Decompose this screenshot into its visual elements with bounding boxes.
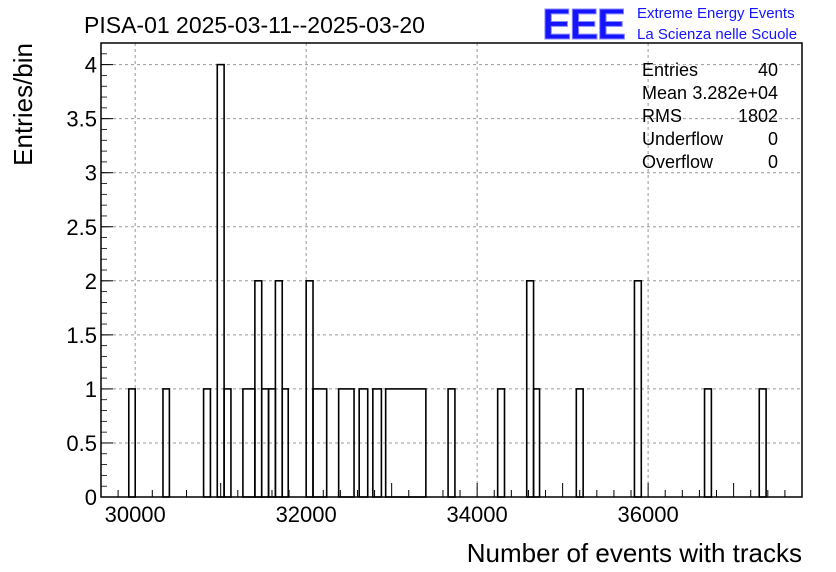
stats-value: 0 [768, 152, 778, 172]
stats-value: 0 [768, 129, 778, 149]
x-tick-label: 34000 [447, 502, 508, 527]
stats-value: 1802 [738, 106, 778, 126]
axes: 0 0.5 1 1.5 2 2.5 3 3.5 4 30000 32000 34000 36000 [66, 42, 803, 527]
y-tick-label: 1.5 [66, 323, 97, 348]
logo-line-1: Extreme Energy Events [637, 5, 795, 22]
stats-label: Underflow [642, 129, 724, 149]
y-tick-label: 2.5 [66, 215, 97, 240]
grid-lines [101, 43, 802, 497]
stats-label: Entries [642, 60, 698, 80]
chart-title: PISA-01 2025-03-11--2025-03-20 [84, 12, 425, 38]
stats-value: 3.282e+04 [692, 83, 778, 103]
y-tick-label: 3 [85, 161, 97, 186]
statistics-box: Entries 40 Mean 3.282e+04 RMS 1802 Underflow 0 O… [642, 60, 778, 172]
stats-label: Overflow [642, 152, 714, 172]
y-tick-label: 0 [85, 485, 97, 510]
y-tick-label: 2 [85, 269, 97, 294]
y-tick-label: 4 [85, 53, 97, 78]
histogram-bin [337, 388, 355, 498]
x-tick-label: 30000 [105, 502, 166, 527]
stats-label: Mean [642, 83, 687, 103]
eee-logo-mark: EEE [542, 0, 625, 49]
histogram-series [127, 63, 767, 498]
logo-line-2: La Scienza nelle Scuole [637, 26, 797, 43]
y-tick-label: 1 [85, 377, 97, 402]
x-axis-label: Number of events with tracks [467, 538, 802, 568]
y-axis-label: Entries/bin [8, 43, 38, 166]
stats-label: RMS [642, 106, 682, 126]
y-tick-label: 3.5 [66, 107, 97, 132]
plot-frame [100, 42, 803, 498]
x-tick-label: 32000 [276, 502, 337, 527]
x-tick-label: 36000 [618, 502, 679, 527]
y-tick-label: 0.5 [66, 431, 97, 456]
stats-value: 40 [758, 60, 778, 80]
eee-logo: EEE Extreme Energy Events La Scienza nel… [542, 0, 798, 50]
